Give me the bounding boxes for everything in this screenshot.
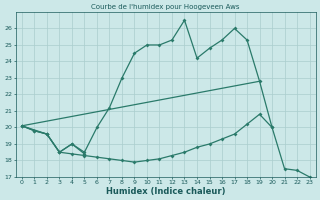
X-axis label: Humidex (Indice chaleur): Humidex (Indice chaleur) <box>106 187 226 196</box>
Title: Courbe de l'humidex pour Hoogeveen Aws: Courbe de l'humidex pour Hoogeveen Aws <box>92 4 240 10</box>
